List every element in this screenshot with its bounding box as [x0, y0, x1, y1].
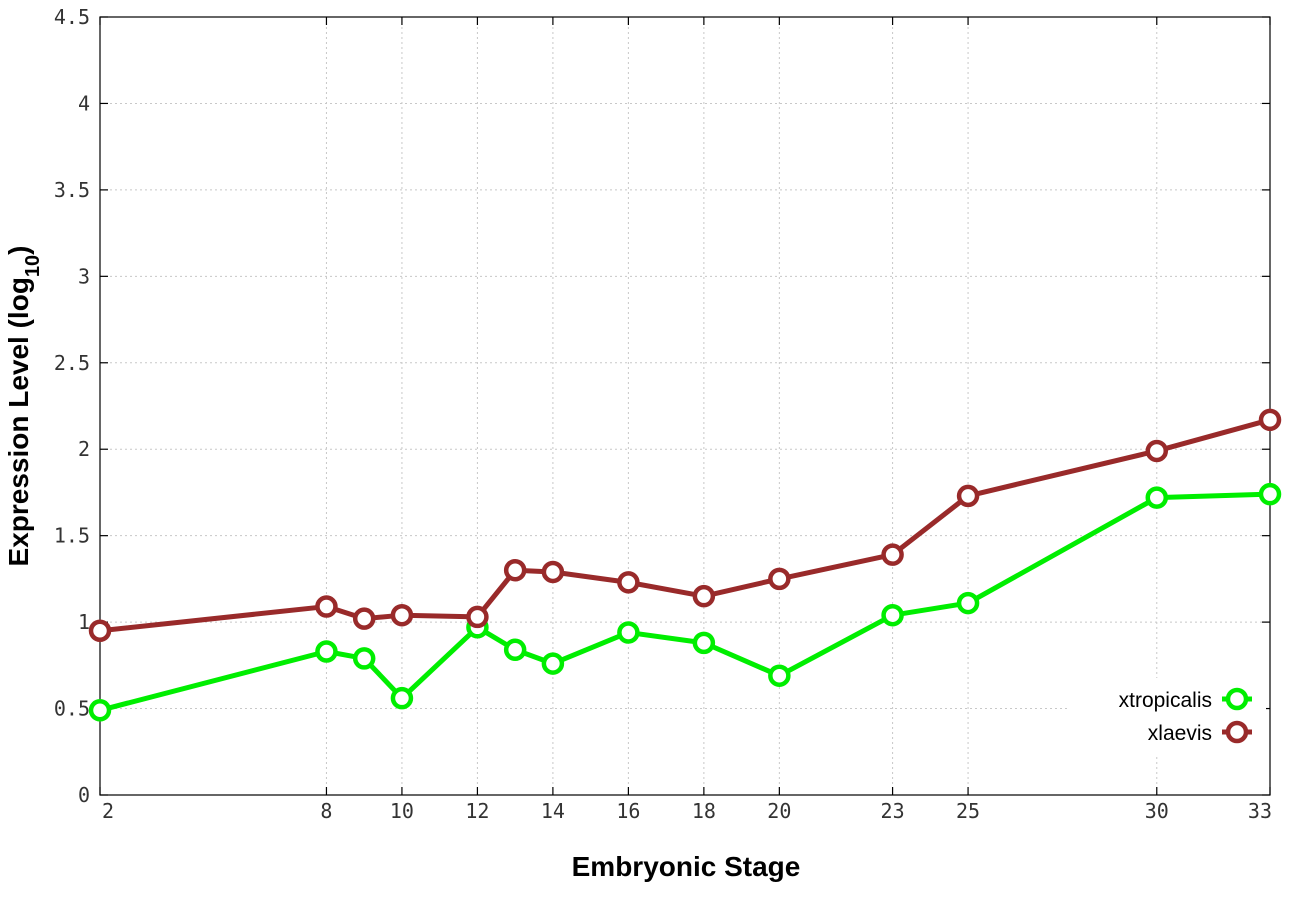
- y-tick-label: 0: [78, 783, 90, 807]
- data-point-xtropicalis: [315, 640, 338, 663]
- y-tick-label: 1: [78, 610, 90, 634]
- series-line-xtropicalis: [99, 491, 1271, 713]
- legend-marker-xlaevis: [1225, 720, 1249, 744]
- grid: [100, 17, 1270, 795]
- y-axis-title-subscript: 10: [22, 255, 44, 277]
- legend: xtropicalis xlaevis: [1070, 678, 1266, 754]
- x-tick-label: 33: [1248, 799, 1272, 823]
- x-tick-label: 30: [1145, 799, 1169, 823]
- data-point-xtropicalis: [1258, 482, 1282, 506]
- data-point-xtropicalis: [617, 621, 640, 644]
- data-point-xlaevis: [503, 558, 527, 582]
- y-axis-title-main: Expression Level (log: [3, 277, 34, 566]
- data-point-xtropicalis: [352, 647, 376, 670]
- series-lines: [88, 408, 1282, 722]
- x-axis-title: Embryonic Stage: [572, 851, 801, 882]
- x-tick-label: 18: [692, 799, 716, 823]
- legend-marker-xtropicalis: [1225, 687, 1249, 711]
- x-tick-label: 2: [102, 799, 114, 823]
- y-tick-label: 3.5: [54, 178, 90, 202]
- data-point-xlaevis: [315, 595, 338, 618]
- y-tick-label: 1.5: [54, 524, 90, 548]
- x-tick-label: 23: [881, 799, 905, 823]
- legend-label-xlaevis: xlaevis: [1148, 722, 1212, 745]
- legend-label-xtropicalis: xtropicalis: [1119, 689, 1212, 712]
- data-point-xtropicalis: [541, 652, 565, 675]
- data-point-xtropicalis: [503, 638, 527, 662]
- data-point-xtropicalis: [768, 664, 791, 687]
- data-point-xlaevis: [88, 619, 112, 643]
- y-tick-label: 0.5: [54, 697, 90, 721]
- x-tick-label: 10: [390, 799, 414, 823]
- data-point-xlaevis: [390, 603, 414, 627]
- y-axis-title-suffix: ): [3, 246, 34, 255]
- x-tick-label: 8: [320, 799, 332, 823]
- data-point-xlaevis: [1258, 408, 1282, 432]
- x-tick-label: 25: [956, 799, 980, 823]
- x-tick-label: 14: [541, 799, 565, 823]
- y-axis-title: Expression Level (log10): [3, 246, 44, 567]
- data-point-xlaevis: [956, 484, 980, 508]
- data-point-xtropicalis: [1145, 486, 1169, 509]
- y-tick-label: 2.5: [54, 351, 90, 375]
- plot-frame: [99, 16, 1271, 796]
- data-point-xtropicalis: [956, 591, 980, 615]
- data-point-xlaevis: [541, 560, 565, 584]
- series-line-xlaevis: [99, 417, 1271, 634]
- data-point-xlaevis: [466, 605, 489, 629]
- data-point-xlaevis: [881, 543, 904, 566]
- data-point-xlaevis: [1145, 439, 1169, 463]
- y-tick-label: 2: [78, 437, 90, 461]
- data-point-xtropicalis: [88, 699, 112, 722]
- axis-ticks: 0 0.5 1 1.5 2 2.5 3 3.5 4 4.5 2 8 10 12 14 16 18 20 23 25 30…: [54, 5, 1272, 823]
- x-tick-label: 20: [767, 799, 791, 823]
- data-point-xlaevis: [692, 584, 716, 608]
- data-point-xtropicalis: [692, 631, 716, 655]
- data-point-xlaevis: [768, 567, 791, 591]
- x-tick-label: 16: [616, 799, 640, 823]
- y-tick-label: 4.5: [54, 5, 90, 29]
- y-tick-label: 3: [78, 264, 90, 288]
- y-tick-label: 4: [78, 91, 90, 115]
- data-point-xtropicalis: [881, 603, 904, 627]
- data-point-xlaevis: [352, 607, 376, 630]
- x-tick-label: 12: [465, 799, 489, 823]
- data-point-xlaevis: [617, 571, 640, 594]
- data-point-xtropicalis: [390, 686, 414, 710]
